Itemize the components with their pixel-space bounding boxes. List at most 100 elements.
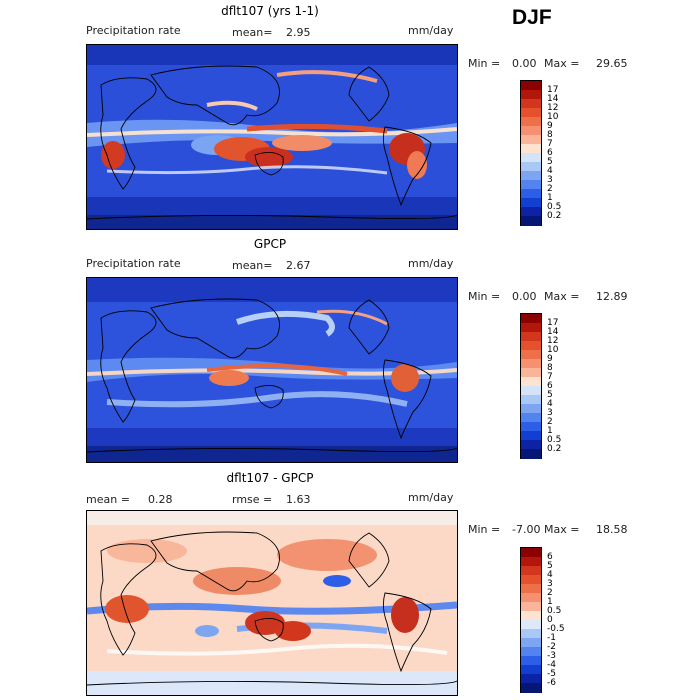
mean-label: mean = [86,493,130,506]
min-label: Min = [468,290,501,303]
precip-map [86,44,458,230]
colorbar-tick-label: 12 [547,102,559,113]
colorbar-tick-label: -3 [547,650,556,661]
colorbar-cell [521,665,541,675]
colorbar-tick-label: 0.5 [547,605,562,616]
colorbar-cell [521,557,541,567]
units-label: mm/day [408,257,454,270]
colorbar-tick-label: 0 [547,614,553,625]
colorbar-tick-label: 5 [547,560,553,571]
colorbar-cell [521,359,541,369]
colorbar-cell [521,323,541,333]
max-label: Max = [544,523,580,536]
colorbar-cell [521,440,541,450]
colorbar-cell [521,207,541,217]
colorbar-cell [521,198,541,208]
colorbar-cell [521,656,541,666]
colorbar-tick-label: 5 [547,156,553,167]
colorbar: 17 14 12 10 9 8 7 6 5 4 3 2 1 0.5 0.2 [520,313,561,459]
colorbar-cell [521,638,541,648]
colorbar-tick-label: 0.2 [547,210,562,221]
mean-label: mean= [232,26,273,39]
colorbar-tick-label: 2 [547,183,553,194]
mean-value: 2.67 [286,259,311,272]
colorbar-cell [521,332,541,342]
colorbar-cell [521,584,541,594]
colorbar-tick-label: 12 [547,335,559,346]
colorbar-cell [521,341,541,351]
colorbar: 6 5 4 3 2 1 0.5 0 -0.5 -1 -2 -3 -4 -5 -6 [520,547,565,693]
colorbar-tick-label: 3 [547,407,553,418]
colorbar-cell [521,135,541,145]
colorbar-cell [521,593,541,603]
units-label: mm/day [408,24,454,37]
colorbar-cell [521,350,541,360]
colorbar-cell [521,566,541,576]
max-value: 12.89 [596,290,628,303]
panel-title: GPCP [253,237,287,251]
max-value: 29.65 [596,57,628,70]
colorbar-tick-label: -2 [547,641,556,652]
difference-map [86,510,458,696]
rmse-label: rmse = [232,493,273,506]
colorbar-cell [521,602,541,612]
max-label: Max = [544,290,580,303]
colorbar-cell [521,674,541,684]
colorbar-cell [521,386,541,396]
colorbar-tick-label: 1 [547,192,553,203]
colorbar-tick-label: 1 [547,425,553,436]
colorbar-tick-label: 6 [547,380,553,391]
colorbar-tick-label: 4 [547,569,553,580]
colorbar-cell [521,683,541,693]
colorbar-cell [521,108,541,118]
colorbar-tick-label: 10 [547,344,559,355]
colorbar-tick-label: 1 [547,596,553,607]
colorbar: 17 14 12 10 9 8 7 6 5 4 3 2 1 0.5 0.2 [520,80,561,226]
colorbar-tick-label: 8 [547,362,553,373]
colorbar-cell [521,162,541,172]
colorbar-tick-label: 10 [547,111,559,122]
colorbar-cell [521,575,541,585]
colorbar-tick-label: -0.5 [547,623,565,634]
colorbar-cell [521,81,541,91]
colorbar-cell [521,117,541,127]
colorbar-tick-label: 9 [547,120,553,131]
colorbar-tick-label: 4 [547,398,553,409]
colorbar-tick-label: -4 [547,659,556,670]
colorbar-cell [521,180,541,190]
colorbar-tick-label: 17 [547,84,559,95]
rmse-value: 1.63 [286,493,311,506]
min-label: Min = [468,57,501,70]
colorbar-cell [521,404,541,414]
precip-map [86,277,458,463]
variable-label: Precipitation rate [86,257,181,270]
mean-value: 0.28 [148,493,173,506]
colorbar-cell [521,548,541,558]
variable-label: Precipitation rate [86,24,181,37]
colorbar-tick-label: 14 [547,93,559,104]
colorbar-tick-label: -6 [547,677,556,688]
colorbar-tick-label: 14 [547,326,559,337]
colorbar-cell [521,314,541,324]
colorbar-tick-label: 7 [547,371,553,382]
colorbar-cell [521,368,541,378]
units-label: mm/day [408,491,454,504]
colorbar-tick-label: 6 [547,551,553,562]
colorbar-tick-label: 2 [547,587,553,598]
colorbar-cell [521,449,541,459]
colorbar-tick-label: 0.5 [547,434,562,445]
colorbar-cell [521,90,541,100]
colorbar-cell [521,395,541,405]
colorbar-tick-label: 9 [547,353,553,364]
colorbar-cell [521,647,541,657]
colorbar-cell [521,189,541,199]
colorbar-cell [521,171,541,181]
colorbar-cell [521,413,541,423]
colorbar-cell [521,216,541,226]
colorbar-tick-label: 7 [547,138,553,149]
colorbar-cell [521,431,541,441]
colorbar-cell [521,377,541,387]
colorbar-cell [521,99,541,109]
mean-label: mean= [232,259,273,272]
colorbar-tick-label: 4 [547,165,553,176]
